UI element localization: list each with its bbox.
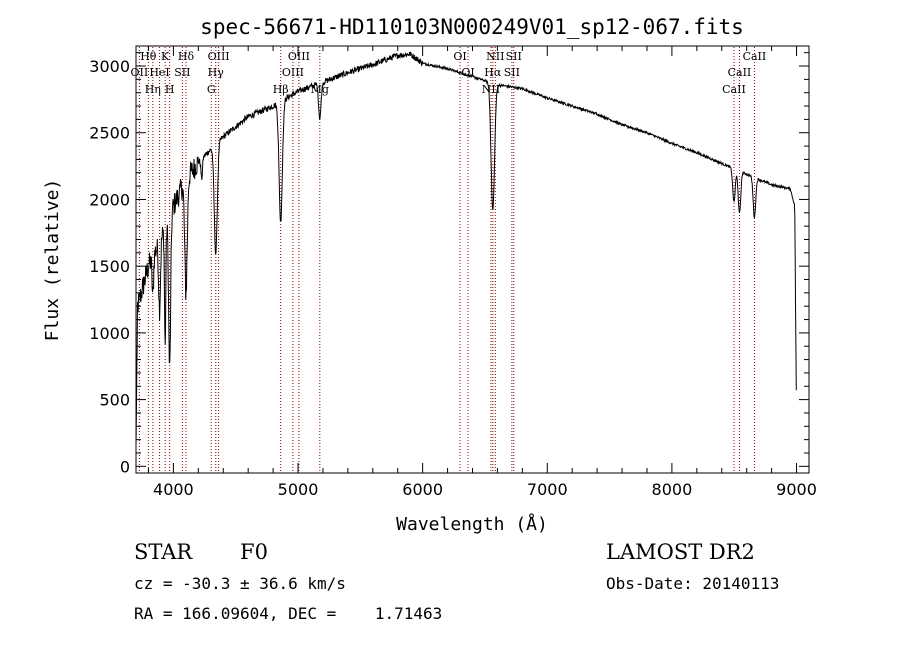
line-label: CaII <box>722 83 746 96</box>
chart-title: spec-56671-HD110103N000249V01_sp12-067.f… <box>200 15 744 39</box>
plot-frame <box>135 45 810 474</box>
y-axis-ticks: 0 500 1000 1500 2000 2500 3000 <box>89 52 809 476</box>
line-label: K <box>161 50 170 63</box>
line-label: OIII <box>208 50 230 63</box>
line-label: Hδ <box>178 50 195 63</box>
y-tick-label: 3000 <box>89 57 130 76</box>
line-label: HeI <box>149 66 169 79</box>
x-tick-label: 5000 <box>278 480 319 499</box>
line-label: CaII <box>743 50 767 63</box>
line-label: Hβ <box>273 83 289 96</box>
line-label: H <box>165 83 175 96</box>
line-label: SII <box>174 66 190 79</box>
y-tick-label: 2500 <box>89 124 130 143</box>
line-label: SII <box>506 50 522 63</box>
object-class: STAR <box>134 540 193 564</box>
line-labels: OIIHθHηHeIKHSIIHδGHγOIIIHβOIIIOIIIMgOIOI… <box>131 50 767 96</box>
line-label: G <box>207 83 216 96</box>
y-tick-label: 0 <box>120 457 130 476</box>
line-label: Hθ <box>140 50 157 63</box>
survey-name: LAMOST DR2 <box>606 540 755 564</box>
obs-date: Obs-Date: 20140113 <box>606 574 780 593</box>
spectrum-line <box>135 51 797 447</box>
y-tick-label: 1500 <box>89 257 130 276</box>
x-tick-label: 6000 <box>402 480 443 499</box>
line-label: OI <box>453 50 466 63</box>
line-markers <box>138 47 755 472</box>
x-axis-ticks: 4000 5000 6000 7000 8000 9000 <box>147 46 817 499</box>
y-tick-label: 500 <box>99 391 130 410</box>
subclass: F0 <box>240 540 268 564</box>
x-tick-label: 7000 <box>527 480 568 499</box>
line-label: Hγ <box>208 66 225 79</box>
line-label: OII <box>131 66 149 79</box>
y-tick-label: 2000 <box>89 190 130 209</box>
line-label: OIII <box>282 66 304 79</box>
line-label: NII <box>482 83 500 96</box>
line-label: Hη <box>145 83 161 96</box>
redshift-text: cz = -30.3 ± 36.6 km/s <box>134 574 346 593</box>
line-label: NII <box>486 50 504 63</box>
line-label: SII <box>504 66 520 79</box>
y-tick-label: 1000 <box>89 324 130 343</box>
x-tick-label: 9000 <box>776 480 817 499</box>
y-axis-label: Flux (relative) <box>42 179 63 342</box>
line-label: Mg <box>311 83 329 96</box>
x-tick-label: 4000 <box>153 480 194 499</box>
line-label: CaII <box>728 66 752 79</box>
x-tick-label: 8000 <box>652 480 693 499</box>
line-label: Hα <box>484 66 502 79</box>
line-label: OIII <box>288 50 310 63</box>
x-axis-label: Wavelength (Å) <box>396 513 548 535</box>
coords-text: RA = 166.09604, DEC = 1.71463 <box>134 604 443 623</box>
